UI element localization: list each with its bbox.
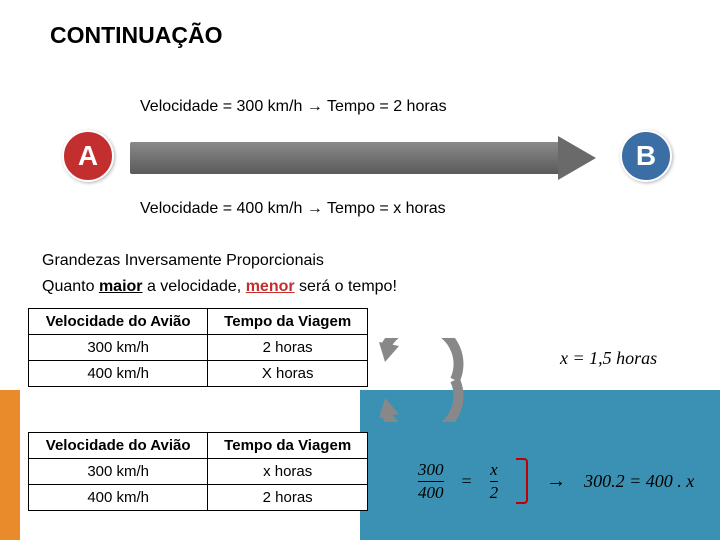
fraction-1: 300 400 — [418, 460, 444, 503]
fraction-2: x 2 — [490, 460, 499, 503]
table-swapped: Velocidade do AviãoTempo da Viagem 300 k… — [28, 432, 368, 511]
frac1-top: 300 — [418, 460, 444, 480]
sub2-post: será o tempo! — [295, 278, 397, 295]
frac2-bot: 2 — [490, 483, 499, 503]
point-b-circle: B — [620, 130, 672, 182]
t2-r2c2: 2 horas — [208, 485, 368, 511]
t1-r1c2: 2 horas — [208, 335, 368, 361]
velocity-line-1: Velocidade = 300 km/h → Tempo = 2 horas — [140, 98, 447, 116]
t1-h2: Tempo da Viagem — [208, 309, 368, 335]
arrow-bar — [130, 142, 562, 174]
velocity-line-2: Velocidade = 400 km/h → Tempo = x horas — [140, 200, 446, 218]
t1-r2c2: X horas — [208, 361, 368, 387]
t2-h1: Velocidade do Avião — [29, 433, 208, 459]
orange-accent — [0, 390, 20, 540]
page-title: CONTINUAÇÃO — [50, 22, 223, 49]
equation-cross: 300.2 = 400 . x — [584, 471, 694, 492]
subtitle-inverse: Grandezas Inversamente Proporcionais — [42, 252, 324, 270]
arrow-head-icon — [558, 136, 596, 180]
equation-result: x = 1,5 horas — [560, 348, 657, 369]
t2-r2c1: 400 km/h — [29, 485, 208, 511]
t1-r1c1: 300 km/h — [29, 335, 208, 361]
subtitle-relation: Quanto maior a velocidade, menor será o … — [42, 278, 397, 296]
point-a-circle: A — [62, 130, 114, 182]
equals-1: = — [462, 471, 472, 492]
table-original: Velocidade do AviãoTempo da Viagem 300 k… — [28, 308, 368, 387]
t2-r1c2: x horas — [208, 459, 368, 485]
sub2-maior: maior — [99, 278, 143, 295]
swap-arrows-icon — [375, 338, 465, 422]
bracket-icon — [516, 458, 528, 504]
sub2-mid: a velocidade, — [143, 278, 246, 295]
frac1-bot: 400 — [418, 483, 444, 503]
equation-proportion: 300 400 = x 2 → 300.2 = 400 . x — [418, 458, 694, 504]
sub2-menor: menor — [246, 278, 295, 295]
frac2-top: x — [490, 460, 498, 480]
t1-h1: Velocidade do Avião — [29, 309, 208, 335]
sub2-pre: Quanto — [42, 278, 99, 295]
t2-h2: Tempo da Viagem — [208, 433, 368, 459]
arrow-right-icon: → — [546, 470, 566, 493]
t2-r1c1: 300 km/h — [29, 459, 208, 485]
t1-r2c1: 400 km/h — [29, 361, 208, 387]
